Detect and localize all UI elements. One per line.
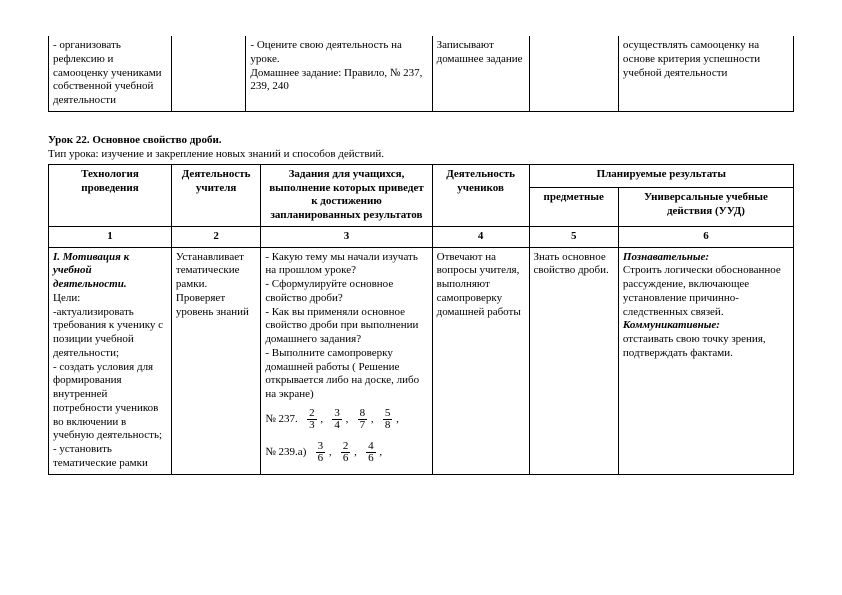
uud-comm-body: отстаивать свою точку зрения, подтвержда… [623,333,766,359]
motivation-body: Цели: -актуализировать требования к учен… [53,292,163,469]
header-results: Планируемые результаты [529,164,794,187]
fraction: 46 [366,441,376,464]
lesson-title: Урок 22. Основное свойство дроби. [48,134,794,146]
main-table: Технология проведения Деятельность учите… [48,164,794,475]
header-tech: Технология проведения [49,164,172,226]
page: - организовать рефлексию и самооценку уч… [0,0,842,475]
fraction: 58 [383,408,393,431]
header-subject: предметные [529,188,618,227]
fraction: 23 [307,408,317,431]
colnum-2: 2 [171,226,260,247]
content-row-1: I. Мотивация к учебной деятельности. Цел… [49,247,794,474]
cell-technology: I. Мотивация к учебной деятельности. Цел… [49,247,172,474]
top-cell-4: Записывают домашнее задание [432,36,529,111]
fraction: 34 [332,408,342,431]
header-tasks: Задания для учащихся, выполнение которых… [261,164,432,226]
motivation-title: I. Мотивация к учебной деятельности. [53,251,129,291]
top-cell-5 [529,36,618,111]
lesson-type: Тип урока: изучение и закрепление новых … [48,148,794,160]
header-uud: Универсальные учебные действия (УУД) [618,188,793,227]
header-row-1: Технология проведения Деятельность учите… [49,164,794,187]
top-cell-2 [171,36,246,111]
task-237: № 237. 23 , 34 , 87 , 58 , [265,408,427,431]
number-row: 1 2 3 4 5 6 [49,226,794,247]
task-237-label: № 237. [265,413,298,425]
top-table: - организовать рефлексию и самооценку уч… [48,36,794,112]
cell-tasks: - Какую тему мы начали изучать на прошло… [261,247,432,474]
cell-uud: Познавательные: Строить логически обосно… [618,247,793,474]
uud-cognitive-body: Строить логически обоснованное рассужден… [623,264,781,317]
fraction: 87 [358,408,368,431]
tasks-body: - Какую тему мы начали изучать на прошло… [265,251,419,401]
cell-teacher-activity: Устанавливает тематические рамки. Провер… [171,247,260,474]
uud-comm-title: Коммуникативные: [623,319,720,331]
cell-subject-results: Знать основное свойство дроби. [529,247,618,474]
colnum-5: 5 [529,226,618,247]
colnum-4: 4 [432,226,529,247]
top-cell-1: - организовать рефлексию и самооценку уч… [49,36,172,111]
colnum-3: 3 [261,226,432,247]
header-students: Деятельность учеников [432,164,529,226]
task-239-label: № 239.а) [265,446,306,458]
fraction: 36 [316,441,326,464]
cell-student-activity: Отвечают на вопросы учителя, выполняют с… [432,247,529,474]
uud-cognitive-title: Познавательные: [623,251,709,263]
task-239: № 239.а) 36 , 26 , 46 , [265,441,427,464]
colnum-1: 1 [49,226,172,247]
top-cell-3: - Оцените свою деятельность на уроке. До… [246,36,432,111]
fraction: 26 [341,441,351,464]
colnum-6: 6 [618,226,793,247]
header-teacher: Деятельность учителя [171,164,260,226]
top-cell-6: осуществлять самооценку на основе критер… [618,36,793,111]
top-table-row: - организовать рефлексию и самооценку уч… [49,36,794,111]
